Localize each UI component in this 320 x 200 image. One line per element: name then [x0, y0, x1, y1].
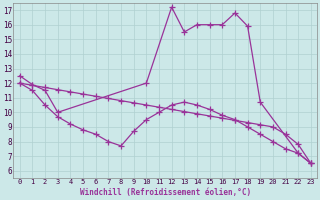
X-axis label: Windchill (Refroidissement éolien,°C): Windchill (Refroidissement éolien,°C): [80, 188, 251, 197]
